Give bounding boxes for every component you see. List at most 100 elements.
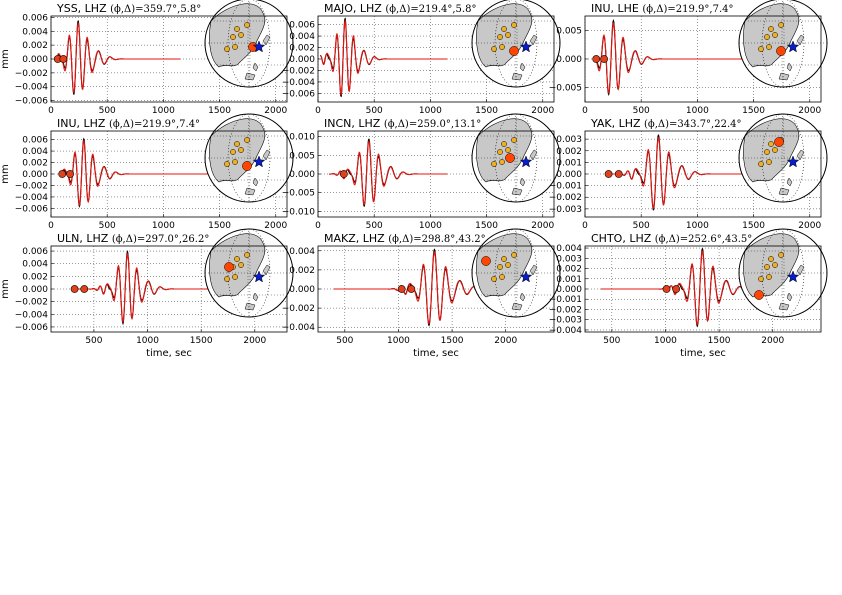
x-tick-label: 500 (603, 336, 620, 346)
station-dot (505, 147, 511, 153)
chart-panel: 500 1000 1500 2000 0.006 0.004 0.002 0.000 −0.00… (0, 228, 294, 359)
y-tick-label: −0.002 (282, 304, 315, 314)
panel-title-angles: (ϕ,Δ)=359.7°,5.8° (110, 4, 201, 15)
x-axis-label: time, sec (413, 348, 459, 359)
station-dot (232, 274, 238, 280)
panel-title-angles: (ϕ,Δ)=297.0°,26.2° (112, 234, 209, 245)
x-tick-label: 2000 (798, 106, 821, 116)
panel-title: INU, LHE (ϕ,Δ)=219.9°,7.4° (591, 2, 733, 15)
y-tick-label: 0.000 (22, 170, 48, 180)
station-dot (491, 161, 497, 167)
chart-panel: 0 500 1000 1500 2000 0.006 0.004 0.002 0.000 −0.0… (0, 0, 294, 116)
japan-shape (262, 264, 271, 276)
x-tick-label: 500 (366, 221, 383, 231)
y-axis-label: mm (0, 164, 11, 183)
panel-title-station: INCN, LHZ (324, 117, 384, 130)
y-tick-label: −0.002 (15, 298, 48, 308)
station-dot (491, 46, 497, 52)
y-tick-label: 0.003 (556, 254, 582, 264)
y-tick-label: −0.004 (282, 78, 316, 88)
meridian-line (494, 113, 538, 203)
station-dot (499, 274, 505, 280)
x-tick-label: 1000 (136, 336, 159, 346)
panel-title: MAJO, LHZ (ϕ,Δ)=219.4°,5.8° (324, 2, 476, 15)
station-dot (764, 149, 770, 155)
island-shape (786, 292, 793, 302)
arrival-marker (662, 285, 671, 293)
event-star-icon (252, 40, 266, 53)
x-tick-label: 2000 (531, 221, 554, 231)
station-dot (224, 161, 230, 167)
station-dot (511, 252, 517, 258)
station-dot (230, 149, 236, 155)
x-tick-label: 0 (315, 221, 321, 231)
arrival-marker (58, 170, 67, 178)
island-shape (252, 177, 259, 187)
station-dot (764, 34, 770, 40)
x-tick-label: 500 (633, 221, 650, 231)
meridian-line (227, 228, 271, 318)
station-dot (768, 26, 774, 32)
y-tick-label: −0.006 (15, 204, 49, 214)
x-tick-label: 1000 (654, 336, 677, 346)
station-dot (766, 159, 772, 165)
x-tick-label: 0 (315, 106, 321, 116)
synthetic-trace (607, 136, 765, 210)
x-tick-label: 0 (48, 106, 54, 116)
event-star-icon (519, 270, 533, 283)
y-tick-label: −0.004 (15, 193, 49, 203)
synthetic-trace (329, 140, 448, 206)
arrival-marker (604, 170, 613, 178)
island-shape (519, 177, 526, 187)
y-tick-label: 0.005 (556, 26, 582, 36)
y-tick-label: 0.002 (289, 266, 315, 276)
y-tick-label: −0.002 (549, 193, 582, 203)
y-tick-label: −0.010 (282, 207, 316, 217)
y-tick-label: −0.004 (15, 83, 49, 93)
station-dot (244, 137, 250, 143)
event-star-icon (252, 270, 266, 283)
station-dot (768, 141, 774, 147)
event-star-icon (519, 155, 533, 168)
meridian-line (227, 0, 271, 88)
japan-shape (796, 34, 805, 46)
island-shape (778, 72, 790, 81)
x-tick-label: 0 (48, 221, 54, 231)
y-tick-label: 0.004 (22, 260, 48, 270)
panel-title-station: ULN, LHZ (57, 232, 112, 245)
japan-shape (529, 34, 538, 46)
island-shape (786, 177, 793, 187)
x-tick-label: 1000 (686, 106, 709, 116)
panel-title-angles: (ϕ,Δ)=259.0°,13.1° (384, 119, 481, 130)
chart-panel: 500 1000 1500 2000 0.0040.0030.0020.0010.000… (549, 228, 828, 359)
x-tick-label: 500 (366, 106, 383, 116)
station-dot (772, 32, 778, 38)
event-star-icon (252, 155, 266, 168)
station-dot (238, 147, 244, 153)
event-star-icon (786, 270, 800, 283)
island-shape (786, 62, 793, 72)
x-tick-label: 1500 (208, 106, 231, 116)
y-tick-label: 0.006 (22, 247, 48, 257)
target-station-dot (754, 290, 764, 300)
island-shape (519, 292, 526, 302)
target-station-dot (509, 46, 519, 56)
y-tick-label: 0.004 (556, 244, 582, 254)
panel-title: ULN, LHZ (ϕ,Δ)=297.0°,26.2° (57, 232, 209, 245)
panel-title: YSS, LHZ (ϕ,Δ)=359.7°,5.8° (56, 2, 201, 15)
x-tick-label: 1500 (742, 221, 765, 231)
y-axis-label: mm (0, 279, 11, 298)
y-tick-label: 0.000 (556, 285, 582, 295)
y-tick-label: 0.004 (289, 247, 315, 257)
station-dot (499, 44, 505, 50)
meridian-line (761, 228, 805, 318)
station-dot (764, 264, 770, 270)
x-tick-label: 500 (85, 336, 102, 346)
x-tick-label: 2000 (531, 106, 554, 116)
island-shape (511, 187, 523, 196)
meridian-line (494, 0, 538, 88)
y-tick-label: 0.001 (556, 275, 582, 285)
y-tick-label: 0.001 (556, 158, 582, 168)
station-dot (511, 137, 517, 143)
arrival-marker (592, 55, 601, 63)
